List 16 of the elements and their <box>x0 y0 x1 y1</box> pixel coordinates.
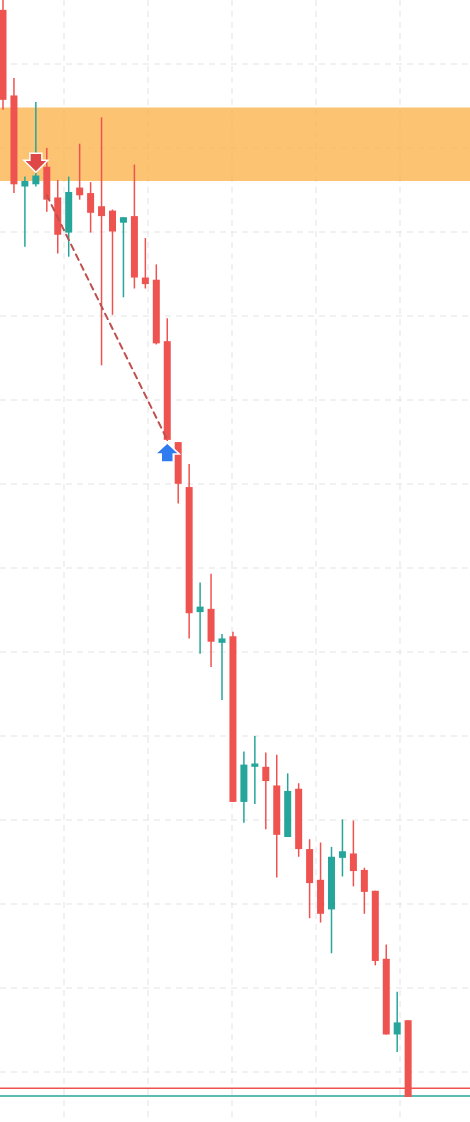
candlestick <box>32 101 40 188</box>
candlestick <box>98 116 106 367</box>
candlestick <box>262 751 270 831</box>
candlestick <box>119 216 127 299</box>
candlestick <box>360 866 368 915</box>
candlestick <box>109 208 116 316</box>
candlestick <box>349 819 357 888</box>
candlestick <box>141 237 149 290</box>
candlestick <box>251 735 259 805</box>
candlestick <box>76 142 84 201</box>
candlestick <box>87 181 95 234</box>
candlestick <box>196 581 204 655</box>
candlestick <box>338 818 346 878</box>
candlestick <box>218 633 226 701</box>
candlestick <box>21 175 29 248</box>
candlestick <box>393 990 401 1053</box>
